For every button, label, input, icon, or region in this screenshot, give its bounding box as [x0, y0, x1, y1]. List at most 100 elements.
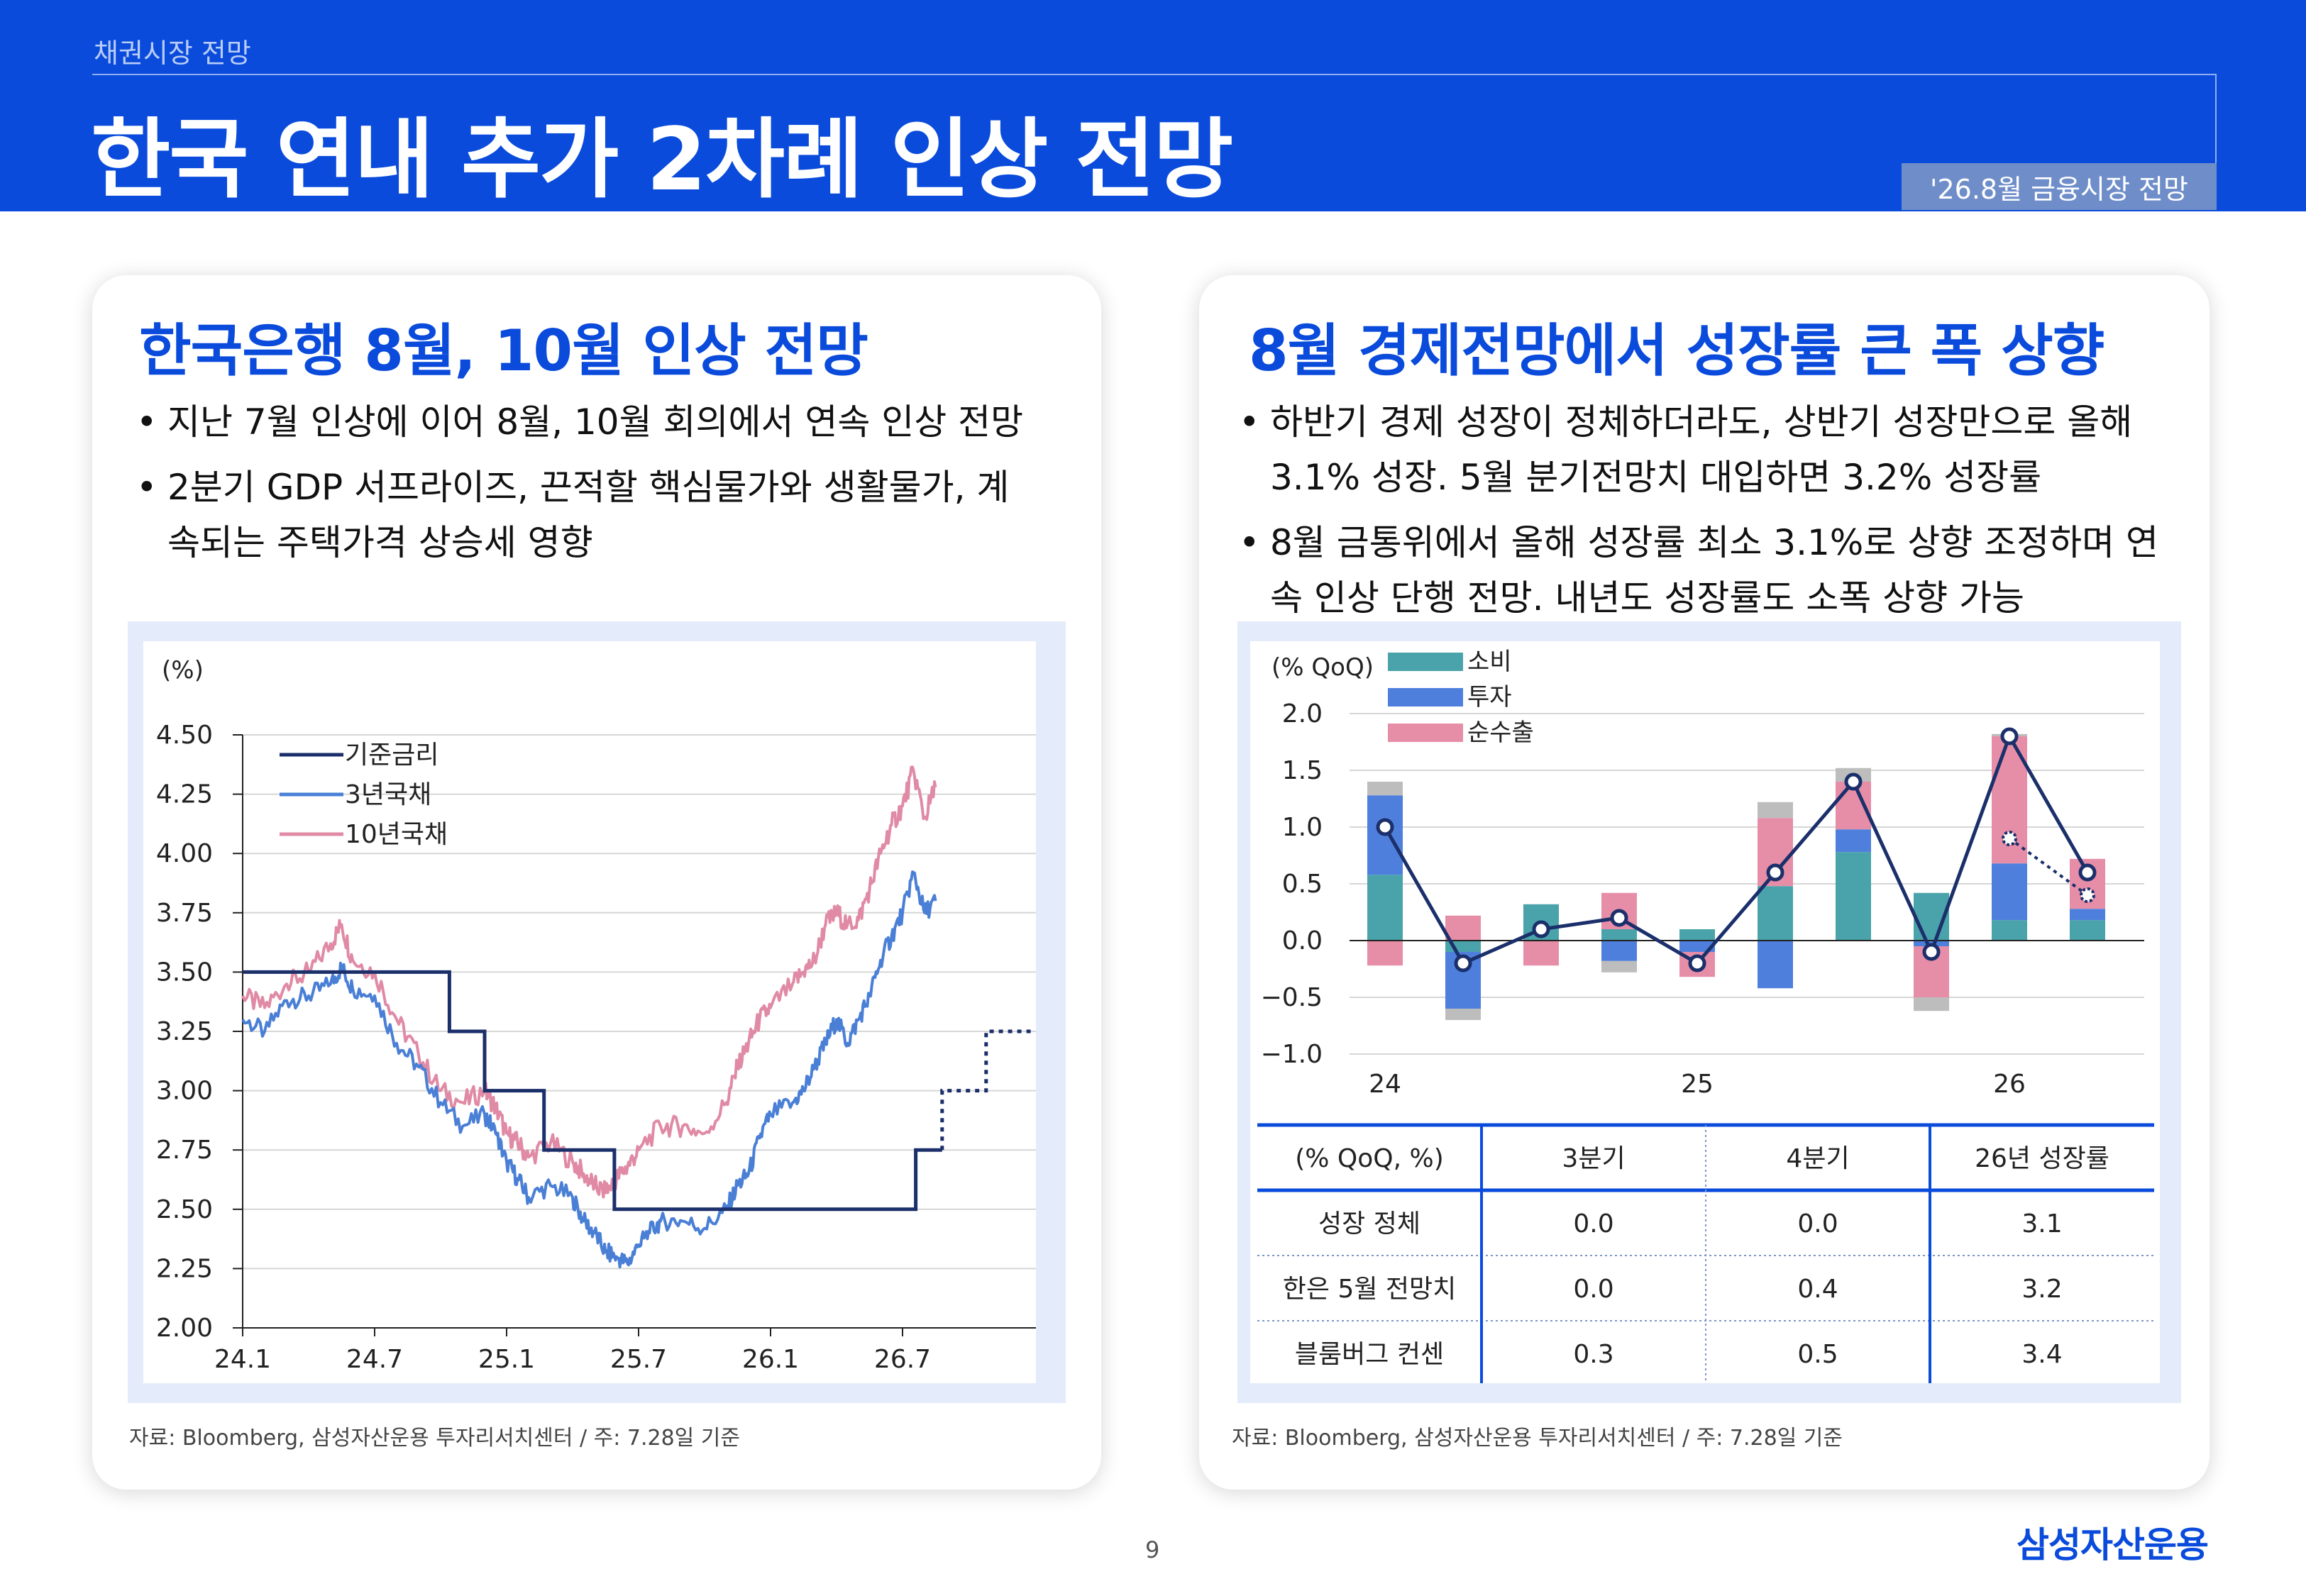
y-tick-label: 0.5: [1282, 870, 1323, 899]
bullet-text: 8월 금통위에서 올해 성장률 최소 3.1%로 상향 조정하며 연속 인상 단…: [1270, 522, 2158, 619]
gdp-point: [1688, 954, 1706, 972]
x-tick-label: 24.7: [346, 1345, 403, 1374]
y-tick-label: −0.5: [1261, 983, 1323, 1012]
bullet-dot: •: [1239, 401, 1260, 443]
bar-investment: [1836, 829, 1871, 853]
bar-other: [1601, 960, 1637, 972]
gdp-point: [1532, 920, 1550, 938]
legend-swatch: [1388, 688, 1463, 706]
table-cell: 3.4: [2021, 1340, 2062, 1369]
x-tick-label: 26.1: [742, 1345, 799, 1374]
legend-label: 소비: [1467, 648, 1512, 676]
bar-investment: [1601, 941, 1637, 961]
table-cell: 3.2: [2021, 1275, 2062, 1304]
bar-net-exports: [1367, 941, 1403, 966]
right-card: 8월 경제전망에서 성장률 큰 폭 상향 • 하반기 경제 성장이 정체하더라도…: [1199, 275, 2210, 1490]
series-10y-bond-line: [241, 765, 937, 1199]
table-cell: 0.3: [1573, 1340, 1613, 1369]
table-header-cell: 26년 성장률: [1975, 1144, 2109, 1173]
bullet-text: 지난 7월 인상에 이어 8월, 10월 회의에서 연속 인상 전망: [167, 401, 1024, 443]
left-card: 한국은행 8월, 10월 인상 전망 • 지난 7월 인상에 이어 8월, 10…: [92, 275, 1101, 1490]
bar-investment: [1758, 941, 1793, 989]
gdp-point: [1922, 943, 1941, 961]
legend-swatch: [1388, 653, 1463, 671]
table-cell: 0.0: [1573, 1209, 1613, 1238]
legend-label: 3년국채: [345, 780, 431, 809]
y-tick-label: 2.0: [1282, 699, 1323, 728]
gdp-projection-point: [2002, 831, 2017, 846]
y-tick-label: 2.75: [156, 1136, 213, 1165]
table-row-label: 블룸버그 컨센: [1295, 1340, 1444, 1369]
page-number: 9: [1145, 1536, 1160, 1563]
series-policy-rate-line: [243, 970, 942, 1212]
gdp-projection-line: [2008, 837, 2089, 897]
legend-label: 기준금리: [345, 741, 438, 770]
table-header-cell: (% QoQ, %): [1295, 1144, 1444, 1173]
left-card-heading: 한국은행 8월, 10월 인상 전망: [139, 318, 868, 384]
gdp-point: [1766, 863, 1784, 882]
y-tick-label: 3.75: [156, 899, 213, 928]
left-bullet-1: • 지난 7월 인상에 이어 8월, 10월 회의에서 연속 인상 전망: [136, 394, 1073, 450]
table-cell: 0.0: [1573, 1275, 1613, 1304]
bullet-dot: •: [1239, 522, 1260, 563]
table-cell: 0.5: [1797, 1340, 1838, 1369]
rates-chart-frame: (%) 4.50 4.25 4.00 3.75 3.50 3.25 3.00 2.75 2.50 2…: [128, 621, 1066, 1403]
table-cell: 0.0: [1797, 1209, 1838, 1238]
x-tick-label: 24.1: [214, 1345, 271, 1374]
gdp-projection-point: [2080, 887, 2095, 903]
gdp-point: [1454, 954, 1472, 972]
bar-consumption: [1836, 852, 1871, 941]
y-tick-label: 4.50: [156, 721, 213, 750]
bar-other: [1445, 1009, 1481, 1020]
header-rule-vertical: [2215, 74, 2217, 163]
bar-consumption: [1992, 920, 2027, 941]
right-bullets: • 하반기 경제 성장이 정체하더라도, 상반기 성장만으로 올해 3.1% 성…: [1239, 394, 2175, 636]
x-tick-label: 26: [1993, 1070, 2026, 1099]
bullet-text: 하반기 경제 성장이 정체하더라도, 상반기 성장만으로 올해 3.1% 성장.…: [1270, 401, 2133, 498]
left-bullet-2: • 2분기 GDP 서프라이즈, 끈적할 핵심물가와 생활물가, 계속되는 주택…: [136, 460, 1073, 570]
y-axis-unit-label: (% QoQ): [1271, 653, 1374, 682]
y-tick-label: 0.0: [1282, 926, 1323, 955]
x-tick-label: 26.7: [874, 1345, 931, 1374]
legend-swatch: [1388, 724, 1463, 742]
table-header-cell: 4분기: [1786, 1144, 1849, 1173]
y-axis-unit-label: (%): [162, 656, 204, 685]
right-bullet-2: • 8월 금통위에서 올해 성장률 최소 3.1%로 상향 조정하며 연속 인상…: [1239, 515, 2175, 626]
bar-net-exports: [1445, 915, 1481, 941]
table-cell: 3.1: [2021, 1209, 2062, 1238]
page-title: 한국 연내 추가 2차례 인상 전망: [91, 109, 1233, 210]
legend-label: 순수출: [1467, 719, 1534, 747]
x-tick-label: 25: [1681, 1070, 1714, 1099]
right-bullet-1: • 하반기 경제 성장이 정체하더라도, 상반기 성장만으로 올해 3.1% 성…: [1239, 394, 2175, 505]
bar-investment: [2070, 909, 2105, 921]
y-tick-label: 3.25: [156, 1017, 213, 1046]
y-tick-label: 2.25: [156, 1254, 213, 1283]
page-header: 채권시장 전망 한국 연내 추가 2차례 인상 전망 '26.8월 금융시장 전…: [0, 0, 2306, 211]
table-cell: 0.4: [1797, 1275, 1838, 1304]
y-tick-label: 4.00: [156, 839, 213, 868]
table-row-label: 성장 정체: [1318, 1209, 1420, 1238]
x-tick-label: 24: [1369, 1070, 1401, 1099]
company-logo: 삼성자산운용: [2017, 1524, 2209, 1565]
bullet-dot: •: [136, 401, 158, 443]
y-tick-label: 4.25: [156, 780, 213, 809]
right-card-heading: 8월 경제전망에서 성장률 큰 폭 상향: [1249, 318, 2104, 384]
table-row-label: 한은 5월 전망치: [1283, 1275, 1457, 1304]
y-tick-label: 1.5: [1282, 756, 1323, 785]
bar-net-exports: [1523, 941, 1559, 966]
bar-consumption: [2070, 920, 2105, 941]
rates-chart-area: (%) 4.50 4.25 4.00 3.75 3.50 3.25 3.00 2.75 2.50 2…: [143, 641, 1036, 1383]
y-tick-label: 1.0: [1282, 813, 1323, 842]
header-rule: [92, 74, 2217, 75]
legend-label: 투자: [1467, 683, 1512, 711]
legend-label: 10년국채: [345, 820, 448, 849]
gdp-point: [1844, 772, 1863, 791]
bar-investment: [1679, 941, 1715, 952]
gdp-point: [2078, 863, 2097, 882]
y-tick-label: −1.0: [1261, 1040, 1323, 1069]
y-tick-label: 3.50: [156, 958, 213, 987]
bar-consumption: [1367, 875, 1403, 941]
bar-other: [1367, 782, 1403, 796]
